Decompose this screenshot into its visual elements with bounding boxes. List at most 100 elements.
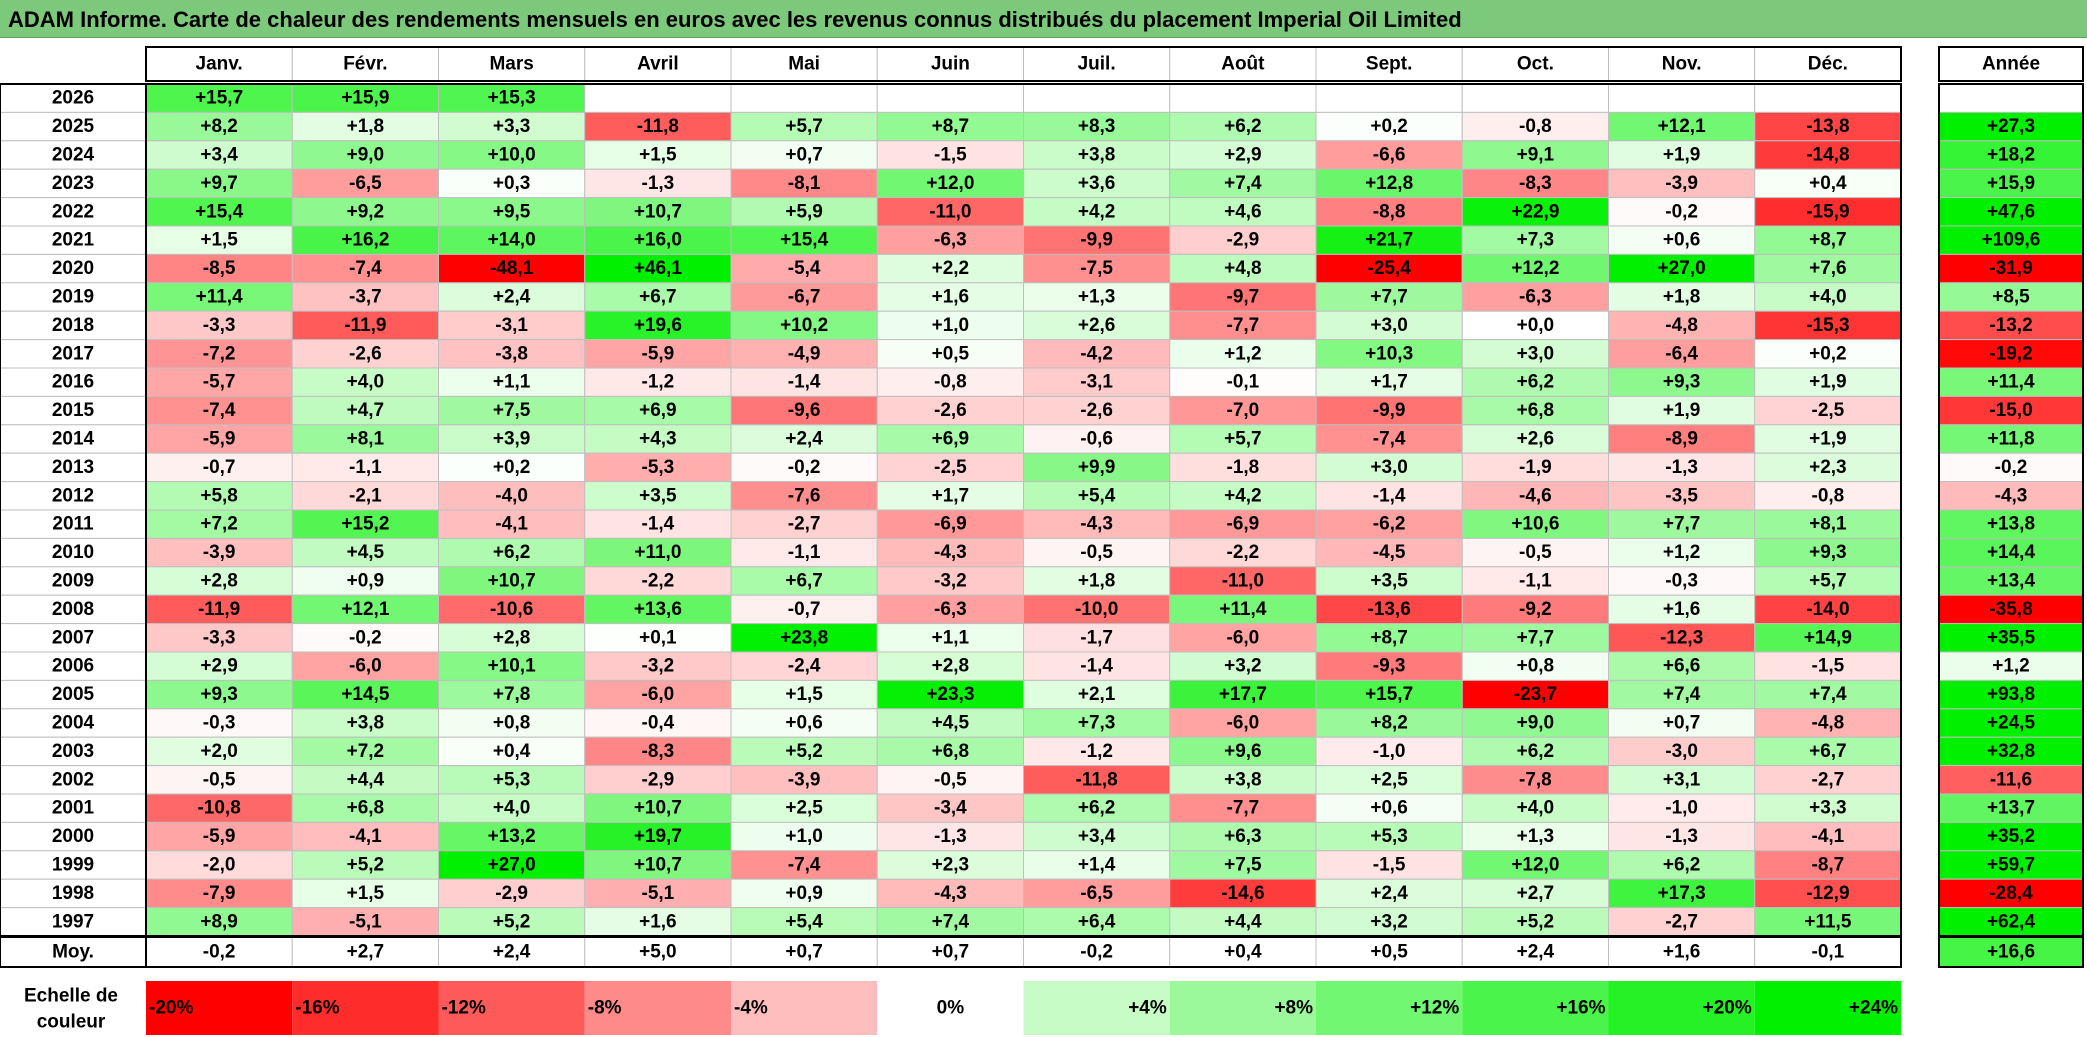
heatmap-cell [1754,140,1902,170]
cell-value: -4,3 [934,883,967,904]
cell-value: -1,5 [1373,855,1406,876]
heatmap-cell [1169,708,1317,738]
heatmap-cell [1169,765,1317,795]
cell-value: -6,3 [934,230,967,251]
cell-value: +16,0 [634,230,682,251]
cell-value: -1,0 [1373,741,1406,762]
heatmap-cell [1169,367,1317,397]
cell-value: +12,0 [926,173,974,194]
cell-value: -1,3 [934,826,967,847]
heatmap-cell [438,566,586,596]
avg-value: +0,7 [785,942,823,963]
heatmap-cell [1754,168,1902,199]
heatmap-cell [1754,339,1902,369]
annual-value: -4,3 [1995,485,2028,506]
cell-value: -7,7 [1227,315,1260,336]
cell-value: +2,9 [1224,145,1262,166]
heatmap-cell [1169,821,1317,852]
cell-value: -11,8 [1075,769,1117,790]
cell-value: +1,5 [785,684,823,705]
avg-value: +5,0 [639,942,677,963]
heatmap-cell [584,736,732,767]
cell-value: +7,8 [493,684,531,705]
heatmap-cell [1023,850,1171,880]
scale-swatch [1169,981,1316,1035]
heatmap-cell [1023,566,1171,596]
year-label: 2000 [52,826,94,847]
cell-value: -48,1 [490,258,534,279]
cell-value: -23,7 [1514,684,1557,705]
year-label: 2022 [52,201,94,222]
avg-cell [1169,936,1317,968]
heatmap-cell [1461,736,1609,767]
heatmap-cell [584,83,732,113]
heatmap-cell [1461,765,1609,795]
cell-value: +9,3 [1809,542,1847,563]
heatmap-cell [145,509,293,539]
cell-value: +1,8 [347,116,385,137]
heatmap-cell [1608,793,1756,823]
cell-value: -1,4 [1080,656,1113,677]
heatmap-cell [1754,197,1902,227]
cell-value: -1,2 [1080,741,1113,762]
cell-value: -5,1 [349,911,382,932]
heatmap-cell [1169,736,1317,767]
cell-value: +8,7 [1370,627,1408,648]
avg-value: -0,1 [1812,942,1845,963]
avg-value: -0,2 [203,942,236,963]
scale-swatch [1608,981,1755,1035]
heatmap-cell [1023,765,1171,795]
cell-value: -2,1 [349,485,382,506]
annual-value: -0,2 [1995,457,2028,478]
cell-value: +6,3 [1224,826,1262,847]
cell-value: -4,1 [1812,826,1845,847]
cell-value: +1,1 [932,627,970,648]
cell-value: +1,8 [1078,571,1116,592]
cell-value: +7,7 [1517,627,1555,648]
cell-value: -0,5 [934,769,967,790]
heatmap-cell [876,736,1024,767]
heatmap-cell [876,594,1024,625]
cell-value: -2,6 [934,400,967,421]
cell-value: -15,9 [1806,201,1849,222]
heatmap-cell [291,197,439,227]
month-header-8: Août [1221,54,1265,75]
heatmap-cell [1461,282,1609,312]
heatmap-cell [1754,907,1902,937]
heatmap-cell [584,140,732,170]
cell-value: -9,9 [1373,400,1406,421]
heatmap-cell [1461,452,1609,483]
annual-value: -15,0 [1989,400,2032,421]
heatmap-cell [1461,310,1609,341]
year-label: 2013 [52,457,94,478]
heatmap-cell [730,537,878,568]
cell-value: -6,7 [788,287,821,308]
heatmap-cell [730,907,878,937]
heatmap-cell [876,83,1024,113]
year-label: 2011 [52,514,94,535]
heatmap-cell [1608,225,1756,255]
cell-value: +0,8 [493,713,531,734]
cell-value: -5,1 [642,883,675,904]
heatmap-cell [291,140,439,170]
heatmap-cell [291,623,439,653]
heatmap-cell [1754,537,1902,568]
year-cell [0,339,147,369]
cell-value: +7,2 [200,514,238,535]
cell-value: +10,0 [488,145,536,166]
annual-cell [1938,878,2084,909]
cell-value: +1,9 [1663,145,1701,166]
year-label: 2016 [52,372,94,393]
heatmap-cell [1169,253,1317,284]
year-label: 2021 [52,230,95,251]
heatmap-cell [1315,83,1463,113]
cell-value: +7,4 [1809,684,1847,705]
cell-value: +3,1 [1663,769,1701,790]
cell-value: +8,3 [1078,116,1116,137]
cell-value: +0,2 [1370,116,1408,137]
scale-swatch [1462,981,1609,1035]
heatmap-cell [1315,679,1463,710]
cell-value: +8,7 [1809,230,1847,251]
cell-value: -3,9 [1665,173,1698,194]
